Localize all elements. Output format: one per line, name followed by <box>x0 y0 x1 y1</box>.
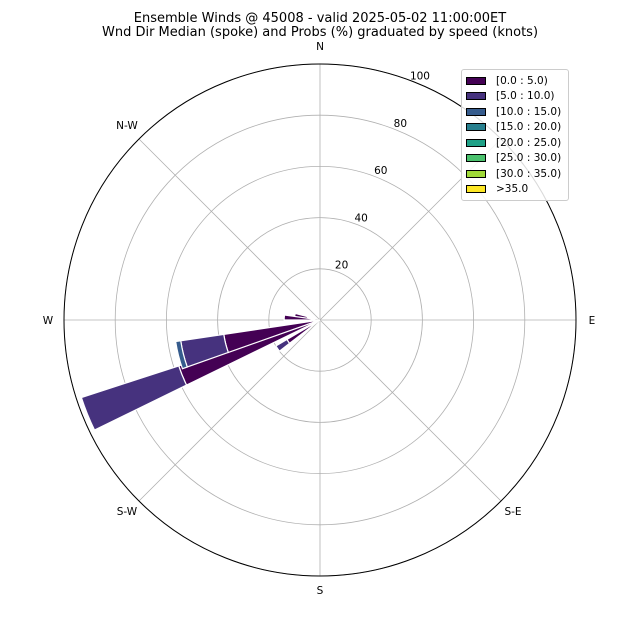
wedge-1-bin-0 <box>283 314 316 321</box>
direction-label-S: S <box>317 585 324 597</box>
chart-title: Ensemble Winds @ 45008 - valid 2025-05-0… <box>133 11 507 26</box>
legend-label: [20.0 : 25.0) <box>496 136 562 149</box>
direction-label-N-W: N-W <box>116 120 138 132</box>
wedge-3-bin-0 <box>223 319 321 354</box>
angular-gridline-225 <box>138 319 321 502</box>
angular-gridline-135 <box>319 319 502 502</box>
legend-label: [10.0 : 15.0) <box>496 105 562 118</box>
legend-swatch <box>466 138 486 147</box>
legend-label: [15.0 : 20.0) <box>496 121 562 134</box>
legend-label: [5.0 : 10.0) <box>496 90 555 103</box>
radial-tick-label-60: 60 <box>374 165 387 177</box>
legend: [0.0 : 5.0) [5.0 : 10.0) [10.0 : 15.0) [15.… <box>461 69 569 201</box>
direction-label-N: N <box>316 41 324 53</box>
legend-swatch <box>466 154 486 163</box>
legend-entry: [5.0 : 10.0) <box>466 89 568 105</box>
legend-entry: [20.0 : 25.0) <box>466 135 568 151</box>
direction-label-E: E <box>589 315 596 327</box>
legend-swatch <box>466 169 486 178</box>
chart-subtitle: Wnd Dir Median (spoke) and Probs (%) gra… <box>101 25 539 40</box>
legend-label: [30.0 : 35.0) <box>496 167 562 180</box>
direction-label-W: W <box>43 315 54 327</box>
wedge-4-bin-1 <box>275 338 291 353</box>
legend-entry: [0.0 : 5.0) <box>466 73 568 89</box>
legend-label: >35.0 <box>496 183 529 196</box>
legend-swatch <box>466 76 486 85</box>
polar-frame <box>63 63 577 577</box>
legend-label: [25.0 : 30.0) <box>496 152 562 165</box>
radial-tick-label-40: 40 <box>354 212 367 224</box>
radial-tick-label-100: 100 <box>410 70 430 82</box>
radial-tick-label-80: 80 <box>394 118 407 130</box>
radial-tick-label-20: 20 <box>335 260 348 272</box>
legend-swatch <box>466 92 486 101</box>
legend-swatch <box>466 107 486 116</box>
legend-swatch <box>466 123 486 132</box>
wedge-3-bin-2 <box>175 340 189 370</box>
angular-gridline-315 <box>138 138 321 321</box>
direction-label-S-E: S-E <box>504 506 521 518</box>
legend-entry: [15.0 : 20.0) <box>466 120 568 136</box>
legend-entry: >35.0 <box>466 182 568 198</box>
legend-label: [0.0 : 5.0) <box>496 74 548 87</box>
legend-entry: [25.0 : 30.0) <box>466 151 568 167</box>
direction-label-S-W: S-W <box>117 506 138 518</box>
wedge-2-bin-1 <box>80 365 188 431</box>
legend-entry: [10.0 : 15.0) <box>466 104 568 120</box>
legend-swatch <box>466 185 486 194</box>
legend-entry: [30.0 : 35.0) <box>466 166 568 182</box>
